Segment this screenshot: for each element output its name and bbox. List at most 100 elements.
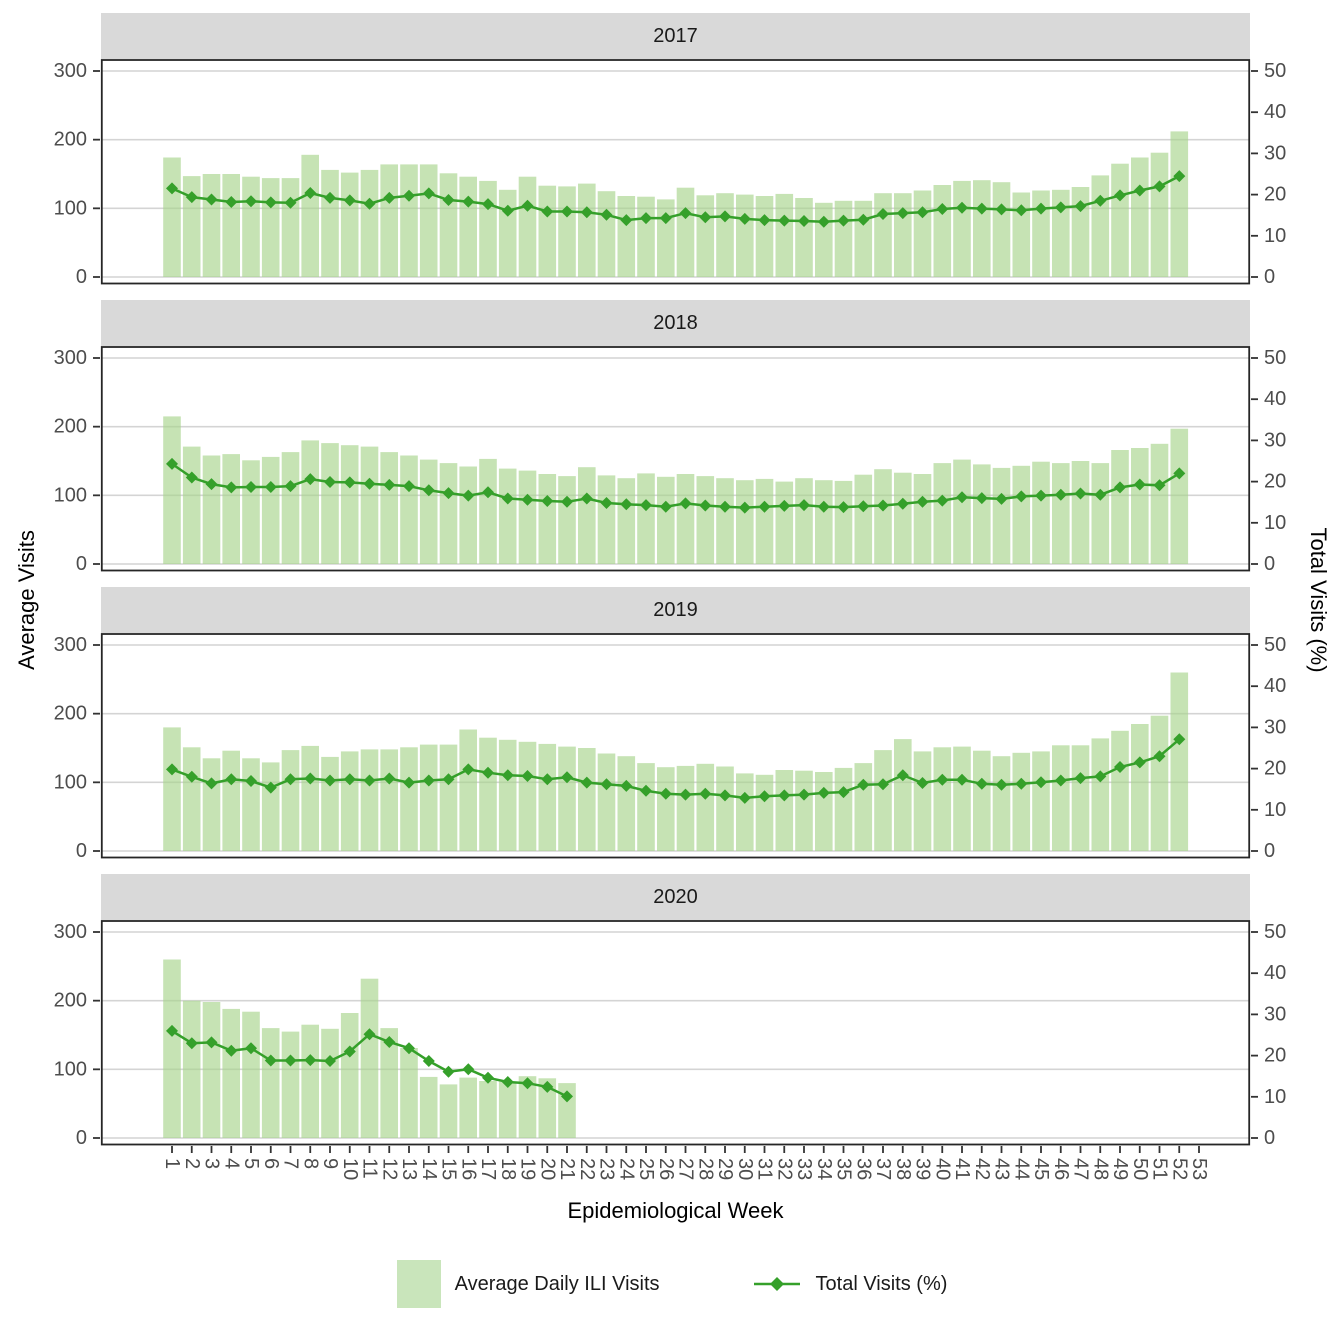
legend-item-bars: Average Daily ILI Visits — [396, 1260, 660, 1308]
bar — [597, 753, 616, 851]
bar — [676, 474, 695, 564]
point — [896, 769, 909, 782]
point — [343, 194, 356, 207]
bar — [538, 1078, 557, 1138]
point — [600, 497, 613, 509]
y-axis-left-ticks: 300 200 100 0 — [54, 347, 100, 572]
point — [1133, 756, 1146, 769]
y-tick-label-left: 200 — [54, 129, 87, 151]
point — [817, 500, 830, 513]
point — [956, 201, 968, 214]
point — [877, 208, 889, 220]
bar — [933, 747, 952, 851]
point — [916, 777, 929, 789]
point — [383, 772, 396, 785]
point — [995, 492, 1008, 505]
point — [304, 473, 317, 486]
point — [324, 1055, 336, 1067]
bar — [953, 180, 971, 277]
bar — [360, 169, 379, 277]
x-tick-label: 51 — [1149, 1158, 1171, 1180]
point — [956, 773, 968, 786]
bar — [755, 774, 774, 851]
bar-swatch-icon — [396, 1260, 441, 1308]
bar — [775, 193, 794, 277]
point — [304, 772, 317, 785]
point — [995, 778, 1008, 791]
point — [442, 194, 455, 206]
bar — [696, 195, 715, 277]
bar — [1071, 187, 1090, 277]
point — [264, 1054, 277, 1067]
y-tick-label-right: 0 — [1264, 266, 1275, 285]
bar — [755, 196, 774, 277]
point — [185, 471, 198, 484]
bar — [992, 182, 1011, 277]
bar — [340, 172, 359, 277]
bar — [163, 959, 181, 1138]
bar — [795, 770, 813, 851]
x-tick-label: 23 — [596, 1158, 618, 1180]
point — [1015, 777, 1028, 790]
bars-average-daily-ili-visits — [163, 416, 1189, 564]
bar — [894, 472, 912, 564]
bar — [242, 176, 260, 277]
point — [837, 501, 850, 514]
bar — [795, 478, 813, 564]
bar — [597, 475, 616, 564]
point — [442, 773, 455, 786]
point — [817, 215, 830, 228]
point — [185, 191, 198, 204]
point — [1133, 478, 1146, 491]
bar — [400, 1048, 418, 1138]
point — [403, 1042, 415, 1055]
x-tick-label: 45 — [1030, 1158, 1052, 1180]
bar — [419, 164, 438, 277]
bar — [1091, 175, 1110, 277]
x-tick-label: 49 — [1109, 1158, 1131, 1180]
point — [699, 787, 712, 800]
bar — [1170, 428, 1189, 564]
point — [580, 492, 593, 505]
point — [403, 776, 415, 789]
bar — [340, 1013, 359, 1138]
bar — [676, 765, 695, 851]
x-tick-label: 30 — [734, 1158, 756, 1180]
point — [600, 778, 613, 791]
total-visits-points — [166, 170, 1186, 228]
bar — [360, 749, 379, 851]
point — [1153, 479, 1166, 492]
bar — [953, 746, 971, 851]
point — [304, 1054, 317, 1067]
point — [561, 771, 573, 784]
point — [1054, 201, 1067, 214]
bar — [716, 193, 734, 277]
bar — [459, 466, 477, 564]
x-tick-label: 34 — [813, 1158, 835, 1180]
point — [561, 205, 573, 218]
x-tick-label: 41 — [951, 1158, 973, 1180]
x-tick-label: 32 — [773, 1158, 795, 1180]
x-tick-label: 25 — [635, 1158, 657, 1180]
y-tick-label-right: 40 — [1264, 101, 1286, 123]
bar — [775, 770, 794, 851]
point — [482, 1071, 494, 1084]
point — [245, 775, 257, 787]
point — [1094, 770, 1107, 783]
point — [205, 777, 218, 790]
y-tick-label-right: 30 — [1264, 1003, 1286, 1025]
point — [1094, 488, 1107, 501]
bar — [913, 751, 932, 851]
point — [363, 1028, 376, 1041]
y-tick-label-right: 30 — [1264, 429, 1286, 451]
bars-average-daily-ili-visits — [163, 131, 1189, 277]
bar — [222, 750, 240, 851]
bar — [597, 191, 616, 277]
point — [462, 489, 475, 502]
point — [936, 494, 949, 507]
point — [640, 212, 652, 225]
bar — [439, 1084, 458, 1138]
x-tick-label: 2 — [181, 1158, 203, 1169]
y-tick-label-right: 20 — [1264, 758, 1286, 780]
